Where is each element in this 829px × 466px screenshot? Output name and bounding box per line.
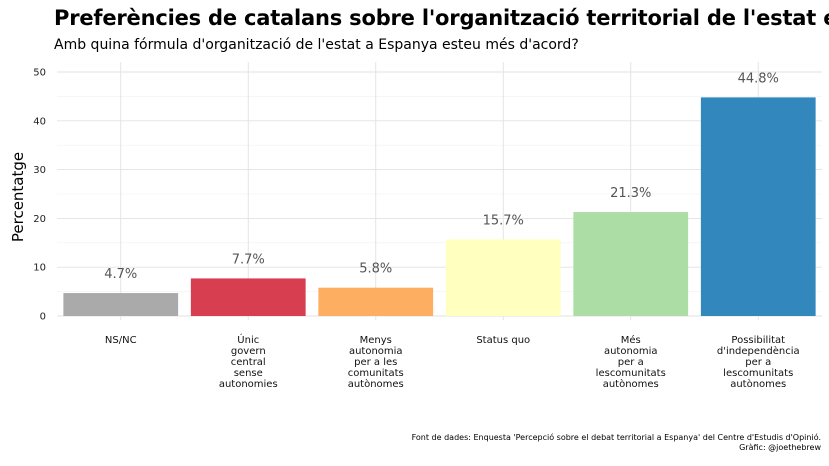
x-tick-label-line: autònomes [603,378,659,390]
bar [573,212,688,316]
x-tick-label: Únic govern central sense autonomies [219,333,278,390]
data-label: 4.7% [104,267,137,282]
bar [446,239,561,316]
data-label: 21.3% [610,186,651,201]
bar [318,288,433,316]
y-tick-label: 0 [40,312,46,323]
data-label: 44.8% [738,71,779,86]
x-tick-label: NS/NC [105,335,137,346]
x-tick-label-line: autonomia [349,346,403,357]
x-tick-label-line: Únic [237,333,259,346]
x-tick-label-line: per a [618,357,644,368]
x-tick-label-line: d'independència [717,345,800,357]
x-tick-label: Menys autonomia per a les comunitats autònom… [348,335,404,390]
x-tick-label-line: Més [621,334,641,346]
x-tick-label: Status quo [476,335,530,346]
x-tick-label-line: per a les [354,357,397,368]
x-tick-label-line: Status quo [476,335,530,346]
chart-caption: Font de dades: Enquesta 'Percepció sobre… [412,433,821,453]
x-tick-label-line: govern [231,346,266,357]
x-tick-label-line: Menys [360,335,392,346]
x-tick-label-line: autònomes [348,378,404,390]
x-tick-label-line: central [231,357,266,368]
y-tick-label: 50 [33,68,46,79]
x-tick-label-line: lescomunitats [723,368,793,379]
caption-source: Font de dades: Enquesta 'Percepció sobre… [412,433,821,443]
x-tick-label: Més autonomia per a lescomunitats autònomes [596,334,666,390]
x-axis-labels: NS/NC Únic govern central sense autonomies Men… [105,333,800,390]
x-tick-label: Possibilitat d'independència per a lescomun… [717,335,800,390]
bar [701,97,816,316]
x-tick-label-line: sense [234,368,263,379]
x-tick-label-line: autònomes [730,378,786,390]
x-tick-label-line: per a [745,357,771,368]
x-tick-label-line: comunitats [348,368,404,379]
bar [191,278,306,316]
data-label: 7.7% [232,252,265,267]
data-label: 5.8% [359,262,392,277]
caption-credit: Gràfic: @joethebrew [412,443,821,453]
bars [63,97,815,316]
y-axis-ticks: 0 10 20 30 40 50 [33,68,46,323]
y-tick-label: 40 [33,116,46,127]
bar [63,293,178,316]
x-tick-label-line: autonomies [219,379,278,390]
x-tick-label-line: NS/NC [105,335,137,346]
y-tick-label: 10 [33,263,46,274]
y-tick-label: 20 [33,214,46,225]
data-label: 15.7% [483,213,524,228]
x-tick-label-line: lescomunitats [596,368,666,379]
y-tick-label: 30 [33,165,46,176]
x-tick-label-line: Possibilitat [731,335,785,346]
x-tick-label-line: autonomia [604,346,658,357]
